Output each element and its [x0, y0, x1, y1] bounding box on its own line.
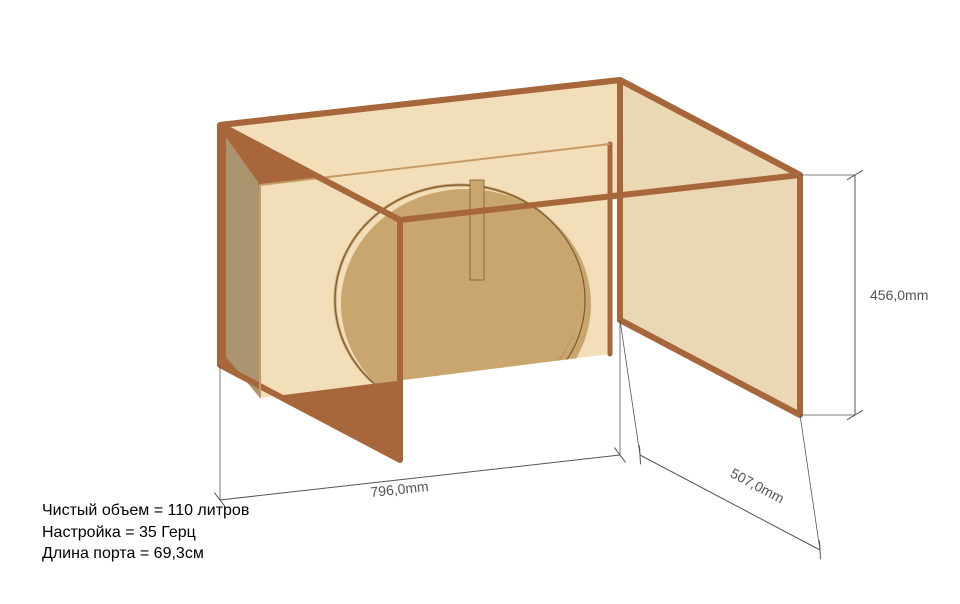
spec-port-length: Длина порта = 69,3см [42, 543, 249, 565]
diagram-canvas: 796,0mm 507,0mm 456,0mm Чистый объем = 110… [0, 0, 960, 604]
svg-text:796,0mm: 796,0mm [370, 478, 430, 500]
svg-text:456,0mm: 456,0mm [870, 287, 928, 303]
spec-block: Чистый объем = 110 литров Настройка = 35… [42, 500, 249, 565]
svg-text:507,0mm: 507,0mm [728, 465, 787, 507]
spec-tuning: Настройка = 35 Герц [42, 522, 249, 544]
spec-volume: Чистый объем = 110 литров [42, 500, 249, 522]
